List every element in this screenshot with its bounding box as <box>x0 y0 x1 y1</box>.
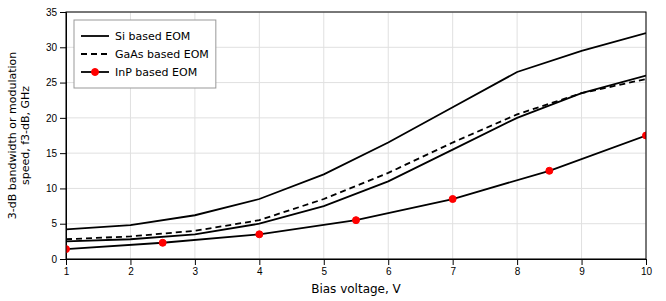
tick: 1 <box>64 259 70 277</box>
tick-label: 5 <box>51 218 57 229</box>
tick-label: 4 <box>257 266 263 277</box>
tick: 25 <box>46 77 66 88</box>
tick-mark <box>60 12 66 13</box>
tick: 3 <box>193 259 199 277</box>
legend-label: InP based EOM <box>115 66 197 79</box>
legend-item: GaAs based EOM <box>81 48 209 61</box>
grid-line <box>66 188 646 189</box>
series-line <box>66 76 646 242</box>
tick-label: 6 <box>386 266 392 277</box>
tick-label: 5 <box>321 266 327 277</box>
series-line <box>66 136 646 250</box>
grid-line <box>581 12 582 259</box>
tick-mark <box>646 259 647 265</box>
axis-line <box>67 260 647 266</box>
tick: 5 <box>321 259 327 277</box>
tick-mark <box>60 118 66 119</box>
tick: 0 <box>51 254 66 265</box>
grid-line <box>452 12 453 259</box>
plot: 1 2 3 4 5 6 7 8 9 10 0 5 10 15 20 25 30 35 Si based EOM GaA… <box>46 7 653 277</box>
tick-label: 10 <box>641 266 653 277</box>
tick-mark <box>60 47 66 48</box>
tick: 8 <box>515 259 521 277</box>
tick: 15 <box>46 148 66 159</box>
marker <box>256 231 263 238</box>
tick-label: 1 <box>64 266 70 277</box>
tick-mark <box>517 259 518 265</box>
tick-label: 7 <box>450 266 456 277</box>
tick: 30 <box>46 42 66 53</box>
tick: 10 <box>641 259 653 277</box>
legend-swatch <box>81 35 109 37</box>
y-axis: 0 5 10 15 20 25 30 35 <box>46 7 67 265</box>
tick-mark <box>324 259 325 265</box>
grid-line <box>323 12 324 259</box>
marker <box>546 167 553 174</box>
tick-label: 2 <box>128 266 134 277</box>
grid <box>66 12 646 259</box>
tick-label: 15 <box>46 148 58 159</box>
tick: 6 <box>386 259 392 277</box>
tick: 10 <box>46 183 66 194</box>
tick-label: 8 <box>515 266 521 277</box>
tick: 2 <box>128 259 134 277</box>
tick-label: 35 <box>46 7 58 18</box>
tick-label: 0 <box>51 254 57 265</box>
y-axis-title: 3-dB bandwidth or modulationspeed, f3-dB… <box>6 52 32 220</box>
series-line <box>66 79 646 239</box>
marker <box>643 132 647 139</box>
grid-line <box>259 12 260 259</box>
tick-mark <box>60 153 66 154</box>
marker <box>353 217 360 224</box>
tick: 20 <box>46 113 66 124</box>
tick-mark <box>388 259 389 265</box>
tick-mark <box>60 259 66 260</box>
tick: 7 <box>450 259 456 277</box>
tick-mark <box>60 83 66 84</box>
tick: 5 <box>51 218 66 229</box>
tick-mark <box>195 259 196 265</box>
legend-label: Si based EOM <box>115 30 190 43</box>
marker <box>66 246 70 253</box>
tick-label: 3 <box>193 266 199 277</box>
x-axis: 1 2 3 4 5 6 7 8 9 10 <box>64 259 653 277</box>
tick-mark <box>60 224 66 225</box>
legend-item: InP based EOM <box>81 66 197 79</box>
legend-box <box>74 20 216 88</box>
legend-marker <box>92 69 99 76</box>
tick-label: 10 <box>46 183 58 194</box>
chart: 1 2 3 4 5 6 7 8 9 10 0 5 10 15 20 25 30 35 Si based EOM GaA… <box>0 0 666 301</box>
tick-label: 30 <box>46 42 58 53</box>
grid-line <box>388 12 389 259</box>
tick-mark <box>453 259 454 265</box>
marker <box>449 196 456 203</box>
legend-label: GaAs based EOM <box>115 48 209 61</box>
grid-line <box>66 153 646 154</box>
marker <box>159 239 166 246</box>
tick: 35 <box>46 7 66 18</box>
legend: Si based EOM GaAs based EOM InP based EOM <box>74 20 216 88</box>
grid-line <box>66 117 646 118</box>
plot-frame <box>66 12 646 259</box>
grid-line <box>517 12 518 259</box>
tick-label: 9 <box>579 266 585 277</box>
legend-swatch <box>81 53 109 55</box>
legend-item: Si based EOM <box>81 30 190 43</box>
tick-mark <box>60 188 66 189</box>
tick-label: 25 <box>46 77 58 88</box>
series-group <box>66 33 646 252</box>
tick-label: 20 <box>46 113 58 124</box>
tick-mark <box>259 259 260 265</box>
x-axis-title: Bias voltage, V <box>311 282 401 296</box>
tick-mark <box>130 259 131 265</box>
tick: 4 <box>257 259 263 277</box>
tick-mark <box>582 259 583 265</box>
tick: 9 <box>579 259 585 277</box>
